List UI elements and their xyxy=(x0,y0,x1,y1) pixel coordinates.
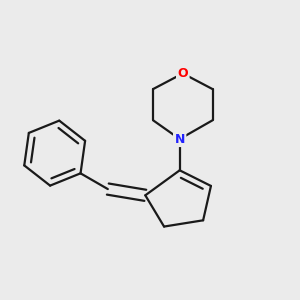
Text: O: O xyxy=(178,67,188,80)
Text: N: N xyxy=(175,133,185,146)
